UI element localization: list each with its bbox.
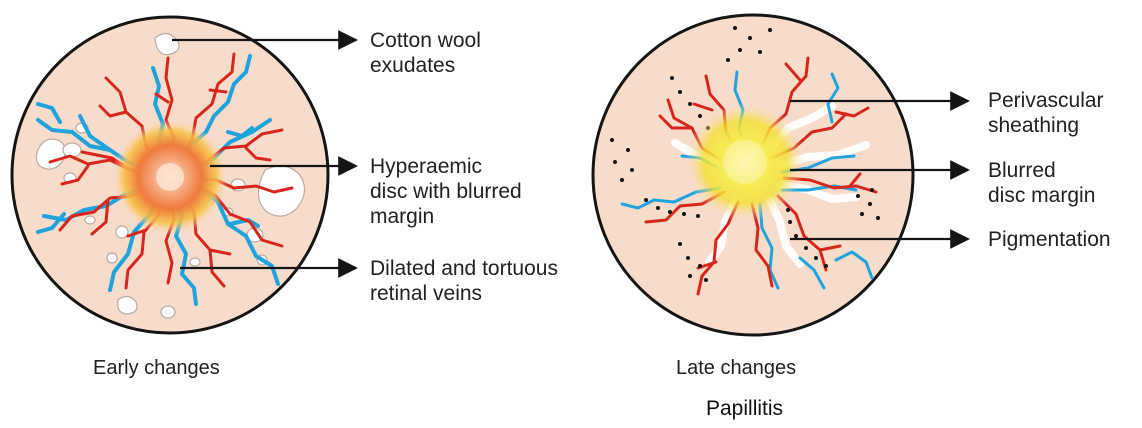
late-fundus	[591, 13, 915, 337]
label-line: Cotton wool	[370, 29, 481, 52]
label-dilated-veins: Dilated and tortuous retinal veins	[370, 256, 558, 306]
caption-early-changes: Early changes	[93, 357, 220, 379]
label-line: disc with blurred	[370, 180, 522, 203]
label-blurred-disc-margin: Blurred disc margin	[988, 158, 1095, 208]
label-line: retinal veins	[370, 282, 483, 305]
label-perivascular-sheathing: Perivascular sheathing	[988, 88, 1104, 138]
label-line: sheathing	[988, 114, 1080, 137]
label-line: Hyperaemic	[370, 155, 483, 178]
label-line: Pigmentation	[988, 228, 1111, 251]
figure-title: Papillitis	[706, 397, 784, 420]
label-hyperaemic-disc: Hyperaemic disc with blurred margin	[370, 154, 522, 229]
label-pigmentation: Pigmentation	[988, 227, 1111, 252]
label-line: exudates	[370, 54, 456, 77]
label-line: disc margin	[988, 184, 1096, 207]
label-line: Dilated and tortuous	[370, 257, 558, 280]
early-fundus	[10, 15, 330, 335]
label-arrows	[172, 30, 970, 278]
label-line: Perivascular	[988, 89, 1104, 112]
label-line: Blurred	[988, 159, 1056, 182]
label-line: margin	[370, 205, 435, 228]
label-cotton-wool: Cotton wool exudates	[370, 28, 481, 78]
caption-late-changes: Late changes	[676, 357, 797, 379]
